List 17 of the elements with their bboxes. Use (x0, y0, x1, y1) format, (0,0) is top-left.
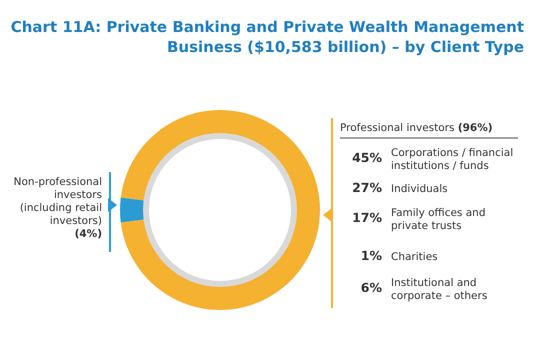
category-label: Individuals (391, 183, 448, 195)
text: 6% (360, 280, 382, 295)
legend-label: Non-professional investors (including retail investors) (14, 176, 102, 227)
category-label: Institutional and corporate – others (391, 277, 488, 302)
category-label: Corporations / financial institutions / funds (391, 147, 514, 172)
donut-slice (120, 197, 146, 223)
slice-label: Professional investors (340, 122, 458, 134)
text: 27% (352, 180, 382, 195)
category-label: Charities (391, 251, 438, 263)
text: 1% (360, 248, 382, 263)
data-label: (4%) (74, 228, 102, 240)
data-label: (96%) (458, 122, 493, 134)
text: 17% (352, 210, 382, 225)
chart-title: Chart 11A: Private Banking and Private Wealth Management Business ($10,583 billion) – by Client Type (10, 18, 524, 56)
donut-slice (120, 110, 320, 310)
text: 45% (352, 150, 382, 165)
category-label: Family offices and private trusts (391, 207, 486, 232)
